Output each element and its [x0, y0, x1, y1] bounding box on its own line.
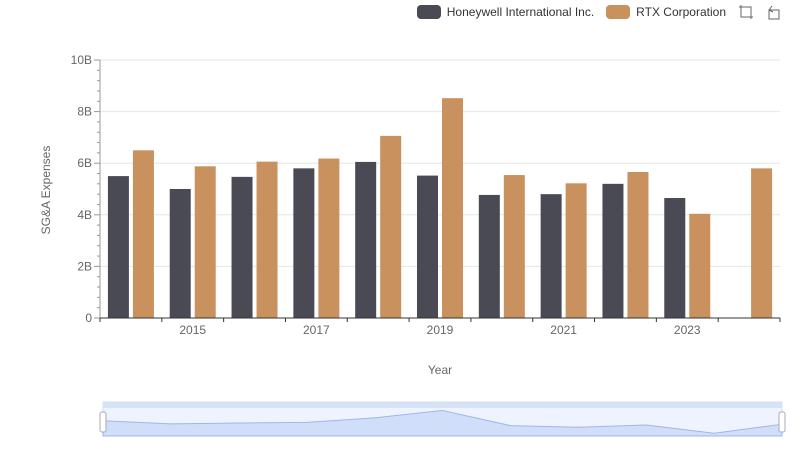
- bar-honeywell-2023[interactable]: [664, 198, 686, 318]
- slider-top-bar[interactable]: [103, 402, 782, 408]
- slider-handle-right[interactable]: [778, 411, 786, 433]
- x-tick-label: 2019: [427, 323, 454, 337]
- data-zoom-slider[interactable]: [99, 401, 786, 437]
- legend: Honeywell International Inc. RTX Corpora…: [416, 4, 782, 20]
- bars: [107, 98, 773, 319]
- bar-rtx-2021[interactable]: [565, 183, 587, 318]
- y-axis-label: SG&A Expenses: [39, 146, 53, 235]
- x-axis: 2015 2017 2019 2021 2023: [99, 317, 781, 337]
- bar-rtx-2015[interactable]: [194, 166, 216, 318]
- legend-label-rtx: RTX Corporation: [636, 5, 726, 19]
- restore-icon[interactable]: [766, 4, 782, 20]
- bar-rtx-2020[interactable]: [503, 175, 525, 318]
- bar-honeywell-2014[interactable]: [107, 176, 129, 318]
- bar-rtx-2017[interactable]: [318, 158, 340, 318]
- slider-preview-area: [102, 409, 783, 437]
- bar-rtx-2016[interactable]: [256, 161, 278, 318]
- y-tick-label: 10B: [71, 53, 92, 67]
- x-tick-label: 2017: [303, 323, 330, 337]
- bar-honeywell-2022[interactable]: [602, 183, 624, 318]
- bar-honeywell-2015[interactable]: [169, 189, 191, 318]
- y-tick-label: 6B: [77, 156, 92, 170]
- bar-rtx-2014[interactable]: [132, 150, 154, 318]
- x-tick-label: 2023: [674, 323, 701, 337]
- legend-label-honeywell: Honeywell International Inc.: [446, 5, 595, 19]
- x-axis-label: Year: [428, 363, 452, 377]
- zoom-icon[interactable]: [738, 4, 754, 20]
- y-tick-label: 2B: [77, 259, 92, 273]
- legend-swatch-honeywell: [416, 5, 441, 19]
- bar-rtx-2018[interactable]: [380, 135, 402, 318]
- legend-item-rtx[interactable]: RTX Corporation: [606, 5, 726, 19]
- x-tick-label: 2015: [179, 323, 206, 337]
- y-tick-label: 8B: [77, 105, 92, 119]
- bar-rtx-2023[interactable]: [689, 213, 711, 318]
- y-tick-label: 0: [85, 311, 92, 325]
- bar-honeywell-2016[interactable]: [231, 176, 253, 318]
- bar-honeywell-2021[interactable]: [540, 194, 562, 318]
- bar-honeywell-2019[interactable]: [417, 175, 438, 318]
- legend-swatch-rtx: [606, 5, 631, 19]
- legend-item-honeywell[interactable]: Honeywell International Inc.: [416, 5, 595, 19]
- x-tick-label: 2021: [550, 323, 577, 337]
- y-tick-label: 4B: [77, 208, 92, 222]
- bar-rtx-2024[interactable]: [751, 168, 773, 318]
- bar-honeywell-2018[interactable]: [355, 161, 377, 318]
- bar-rtx-2019[interactable]: [442, 98, 463, 319]
- slider-handle-left[interactable]: [99, 411, 107, 433]
- bar-honeywell-2017[interactable]: [293, 168, 315, 318]
- bar-honeywell-2020[interactable]: [478, 194, 500, 318]
- y-axis: 0 2B 4B 6B 8B 10B: [71, 53, 101, 325]
- bar-rtx-2022[interactable]: [627, 171, 649, 318]
